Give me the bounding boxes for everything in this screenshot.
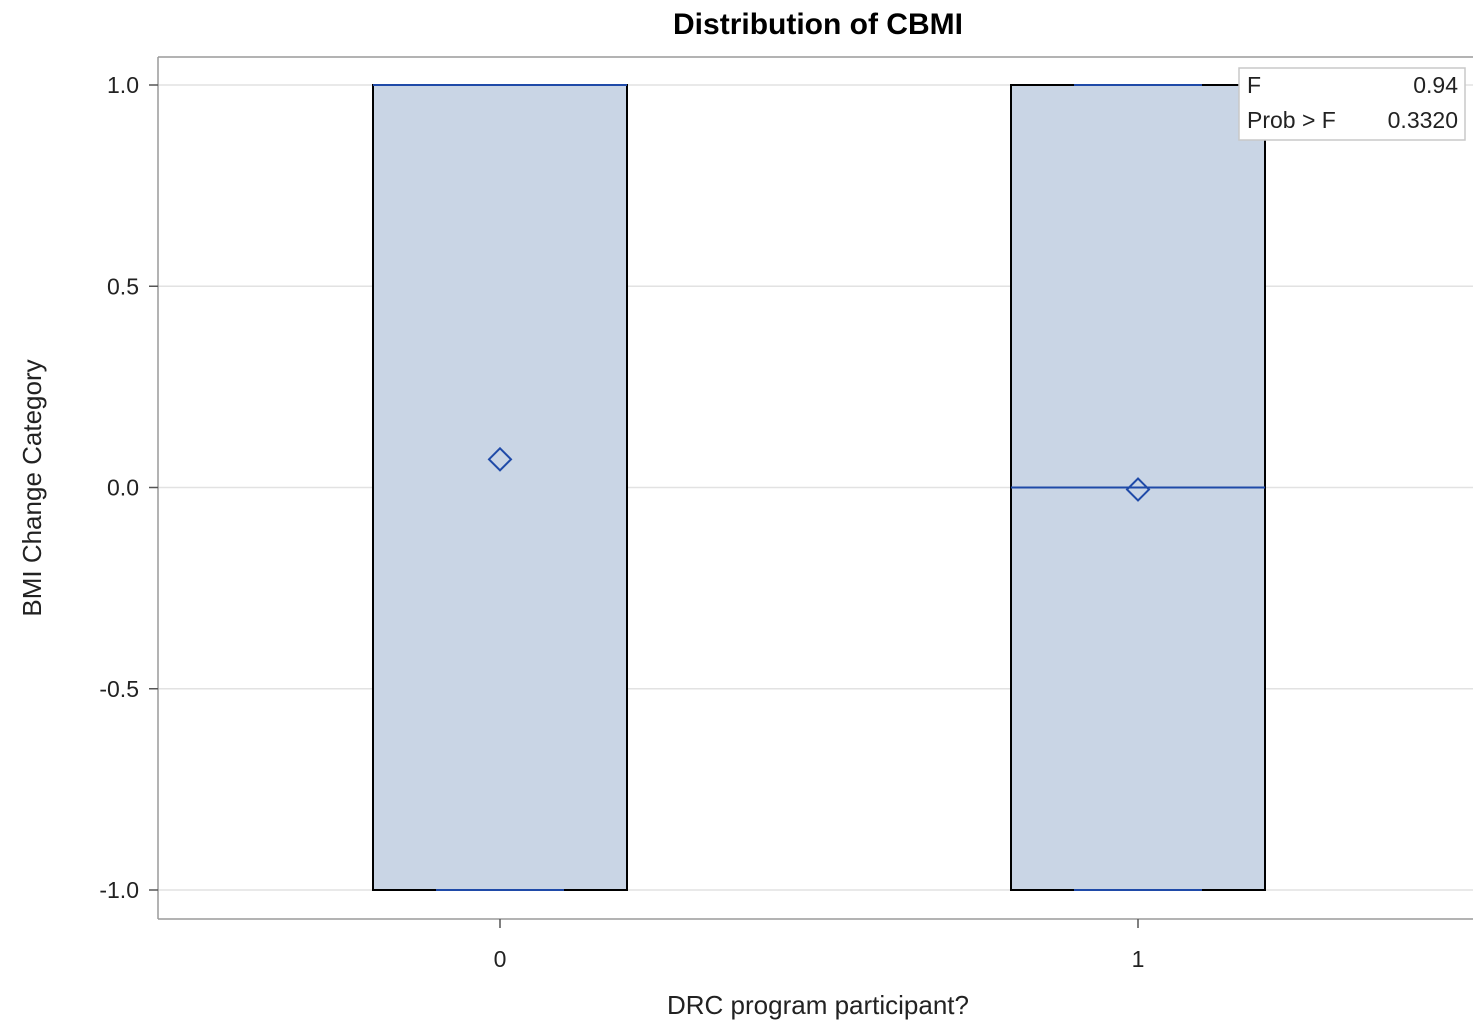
x-axis-label: DRC program participant? — [667, 990, 969, 1020]
chart-title: Distribution of CBMI — [673, 8, 963, 41]
x-tick-label: 1 — [1132, 946, 1145, 972]
box-0 — [373, 85, 627, 890]
y-axis-ticks: 1.0 0.5 0.0 -0.5 -1.0 — [99, 72, 158, 903]
stats-prob-label: Prob > F — [1247, 107, 1336, 133]
stats-prob-value: 0.3320 — [1388, 107, 1458, 133]
y-tick-label: -0.5 — [99, 676, 139, 702]
stats-inset: F 0.94 Prob > F 0.3320 — [1239, 68, 1465, 140]
x-tick-label: 0 — [494, 946, 507, 972]
y-tick-label: 1.0 — [107, 72, 139, 98]
y-tick-label: -1.0 — [99, 877, 139, 903]
y-axis-label: BMI Change Category — [17, 359, 47, 616]
stats-f-value: 0.94 — [1413, 72, 1458, 98]
y-tick-label: 0.5 — [107, 273, 139, 299]
grid-lines — [158, 85, 1473, 890]
y-tick-label: 0.0 — [107, 475, 139, 501]
stats-f-label: F — [1247, 72, 1261, 98]
